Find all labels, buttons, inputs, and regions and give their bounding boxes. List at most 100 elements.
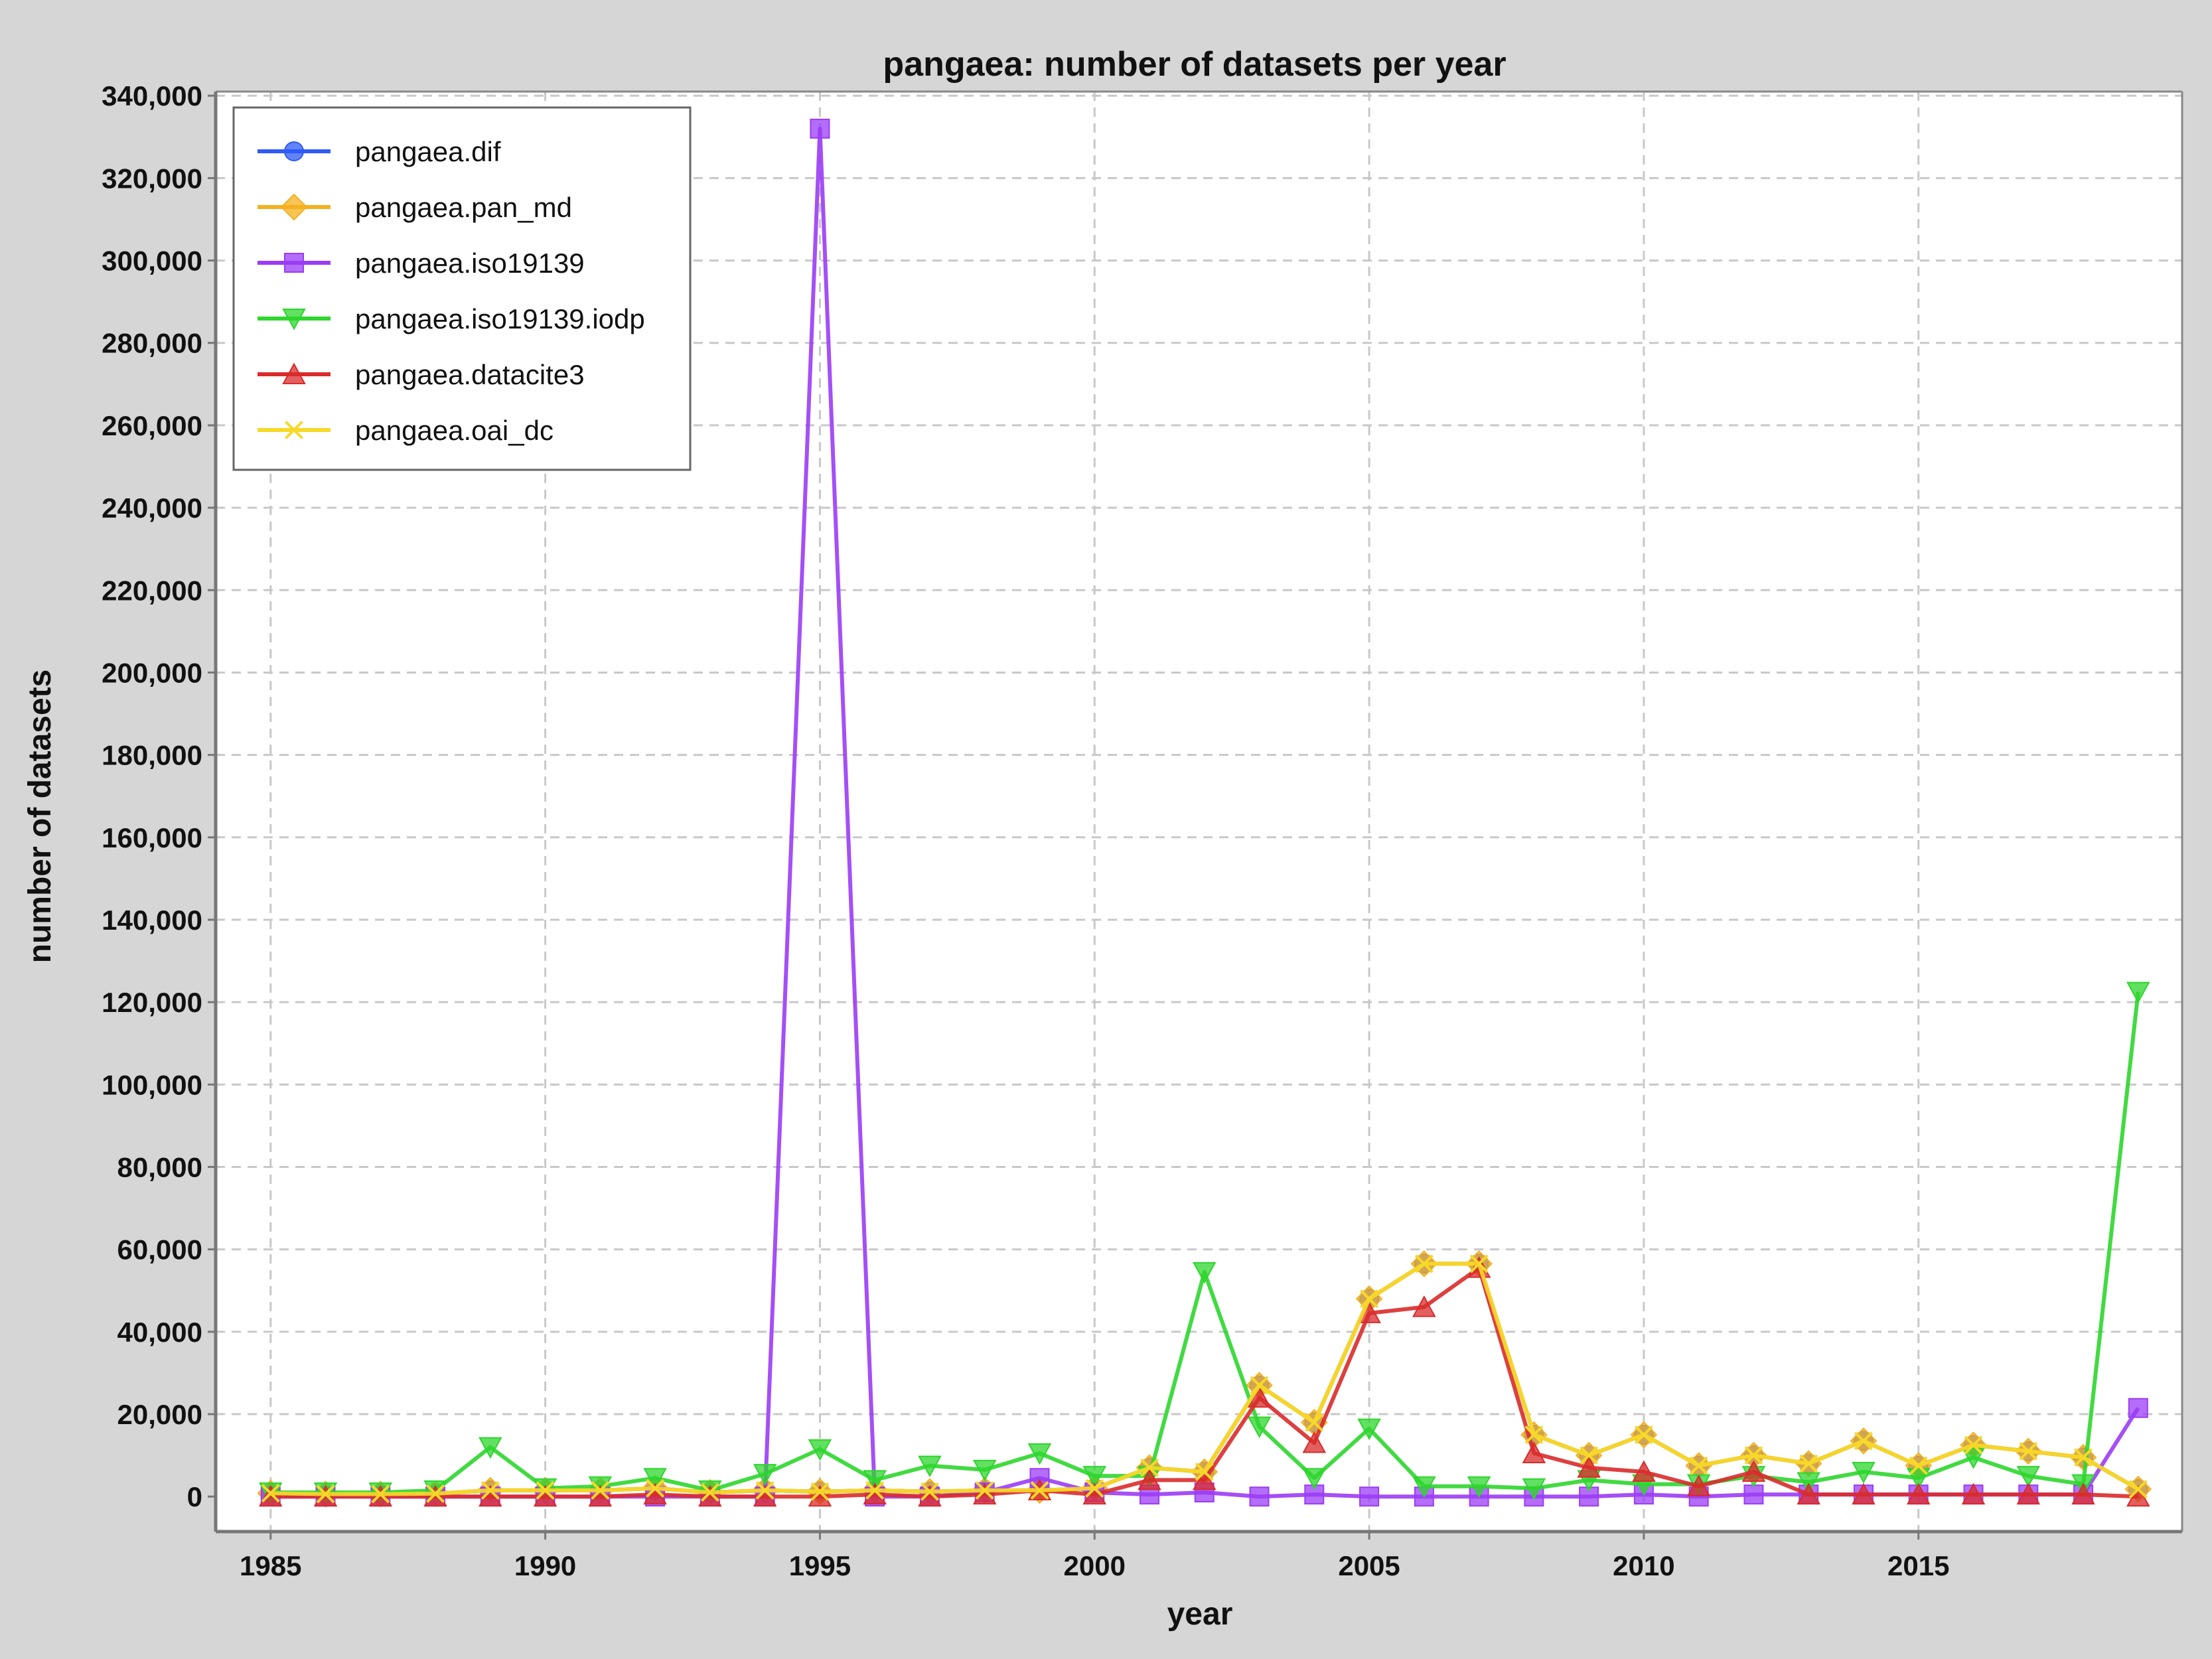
data-point-pangaea-iso19139-iodp	[753, 1464, 777, 1486]
data-point-pangaea-oai-dc	[1195, 1462, 1214, 1481]
data-point-pangaea-oai-dc	[755, 1480, 774, 1500]
data-point-pangaea-oai-dc	[1250, 1376, 1269, 1395]
x-tick-label: 1995	[789, 1550, 851, 1581]
data-point-pangaea-oai-dc	[591, 1480, 610, 1500]
data-point-pangaea-iso19139-iodp	[808, 1439, 832, 1461]
data-point-pangaea-iso19139	[1249, 1486, 1270, 1507]
data-point-pangaea-oai-dc	[1854, 1431, 1873, 1451]
data-point-pangaea-datacite3	[423, 1484, 447, 1507]
data-point-pangaea-oai-dc	[646, 1479, 665, 1498]
data-point-pangaea-iso19139-iodp	[1906, 1468, 1931, 1490]
data-point-pangaea-datacite3	[1686, 1475, 1711, 1496]
data-point-pangaea-datacite3	[1412, 1295, 1436, 1317]
data-point-pangaea-oai-dc	[865, 1480, 885, 1500]
data-point-pangaea-oai-dc	[1909, 1456, 1928, 1475]
data-point-pangaea-iso19139-iodp	[1192, 1262, 1217, 1284]
y-tick-label: 260,000	[102, 410, 202, 441]
legend-label-pangaea-iso19139-iodp: pangaea.iso19139.iodp	[355, 303, 645, 334]
y-tick-label: 0	[187, 1481, 202, 1512]
legend-marker-pangaea-datacite3	[282, 362, 306, 384]
data-point-pangaea-oai-dc	[1689, 1456, 1708, 1475]
data-point-pangaea-oai-dc	[2128, 1480, 2148, 1499]
x-tick-label: 2015	[1887, 1550, 1949, 1581]
data-point-pangaea-iso19139-iodp	[863, 1470, 887, 1492]
data-point-pangaea-datacite3	[1852, 1482, 1876, 1505]
legend-item-pangaea-iso19139: pangaea.iso19139	[258, 248, 585, 279]
data-point-pangaea-datacite3	[1741, 1460, 1766, 1482]
data-point-pangaea-oai-dc	[1414, 1254, 1434, 1273]
data-point-pangaea-iso19139-iodp	[1522, 1478, 1546, 1500]
y-tick-label: 140,000	[102, 904, 202, 936]
series-layer	[257, 118, 2152, 1508]
data-point-pangaea-oai-dc	[1744, 1446, 1763, 1465]
x-tick-label: 2010	[1613, 1550, 1674, 1581]
data-point-pangaea-oai-dc	[1580, 1446, 1599, 1465]
x-ticks: 1985 1990 1995 2000 2005 2010 2015	[240, 1532, 1949, 1581]
data-point-pangaea-oai-dc	[1964, 1435, 1983, 1455]
y-tick-label: 80,000	[117, 1152, 202, 1183]
data-point-pangaea-datacite3	[258, 1484, 283, 1507]
legend: pangaea.dif pangaea.pan_md pangaea.iso1913…	[232, 106, 692, 471]
legend-marker-pangaea-pan-md	[280, 193, 308, 221]
data-point-pangaea-datacite3	[2071, 1482, 2095, 1505]
y-tick-label: 100,000	[102, 1069, 202, 1100]
y-tick-label: 180,000	[102, 740, 202, 771]
data-point-pangaea-oai-dc	[1085, 1479, 1104, 1498]
y-tick-label: 240,000	[102, 492, 202, 524]
data-point-pangaea-iso19139	[2128, 1398, 2148, 1418]
data-point-pangaea-datacite3	[1797, 1482, 1820, 1505]
legend-label-pangaea-oai-dc: pangaea.oai_dc	[355, 415, 553, 446]
data-point-pangaea-datacite3	[1632, 1460, 1656, 1482]
chart-title: pangaea: number of datasets per year	[883, 45, 1506, 84]
data-point-pangaea-iso19139-iodp	[643, 1468, 667, 1490]
data-point-pangaea-oai-dc	[1469, 1254, 1489, 1273]
data-point-pangaea-iso19139-iodp	[1797, 1472, 1820, 1494]
data-point-pangaea-oai-dc	[975, 1480, 994, 1500]
data-point-pangaea-datacite3	[2016, 1482, 2041, 1505]
legend-item-pangaea-iso19139-iodp: pangaea.iso19139.iodp	[258, 303, 645, 334]
x-tick-label: 2005	[1338, 1550, 1400, 1581]
data-point-pangaea-iso19139	[1579, 1486, 1599, 1507]
data-point-pangaea-iso19139-iodp	[1467, 1476, 1491, 1498]
legend-item-pangaea-oai-dc: pangaea.oai_dc	[258, 415, 553, 446]
data-point-pangaea-oai-dc	[536, 1480, 555, 1500]
data-point-pangaea-iso19139-iodp	[972, 1459, 997, 1482]
y-tick-label: 60,000	[117, 1234, 202, 1265]
data-point-pangaea-oai-dc	[1634, 1425, 1653, 1445]
data-point-pangaea-iso19139-iodp	[1247, 1416, 1272, 1439]
data-point-pangaea-oai-dc	[480, 1480, 500, 1500]
x-axis-label: year	[1167, 1597, 1233, 1632]
data-point-pangaea-iso19139-iodp	[1082, 1466, 1107, 1488]
series-pangaea-oai-dc	[261, 1254, 2148, 1504]
legend-marker-pangaea-oai-dc	[284, 420, 304, 440]
data-point-pangaea-datacite3	[1138, 1468, 1161, 1490]
data-point-pangaea-oai-dc	[371, 1484, 390, 1504]
y-tick-label: 300,000	[102, 246, 202, 277]
y-tick-label: 200,000	[102, 657, 202, 688]
data-point-pangaea-datacite3	[1961, 1482, 1986, 1505]
data-point-pangaea-datacite3	[1302, 1431, 1327, 1453]
legend-item-pangaea-datacite3: pangaea.datacite3	[258, 359, 585, 390]
data-point-pangaea-oai-dc	[2019, 1441, 2038, 1461]
x-tick-label: 2000	[1064, 1550, 1126, 1581]
data-point-pangaea-oai-dc	[1524, 1425, 1544, 1445]
legend-item-pangaea-pan-md: pangaea.pan_md	[258, 192, 572, 223]
data-point-pangaea-oai-dc	[426, 1484, 445, 1503]
data-point-pangaea-oai-dc	[261, 1484, 280, 1503]
x-tick-label: 1985	[240, 1550, 301, 1581]
data-point-pangaea-oai-dc	[1140, 1458, 1159, 1477]
y-tick-label: 320,000	[102, 163, 202, 194]
data-point-pangaea-iso19139	[810, 118, 830, 139]
y-tick-label: 160,000	[102, 822, 202, 853]
legend-item-pangaea-dif: pangaea.dif	[258, 136, 501, 167]
legend-marker-pangaea-dif	[284, 141, 304, 161]
data-point-pangaea-iso19139-iodp	[1961, 1447, 1986, 1469]
legend-box	[232, 106, 692, 471]
legend-label-pangaea-dif: pangaea.dif	[355, 136, 501, 167]
data-point-pangaea-datacite3	[1577, 1456, 1601, 1478]
y-tick-label: 120,000	[102, 987, 202, 1018]
data-point-pangaea-iso19139-iodp	[1302, 1468, 1327, 1490]
data-point-pangaea-oai-dc	[316, 1484, 335, 1504]
legend-marker-pangaea-iso19139	[284, 253, 304, 273]
